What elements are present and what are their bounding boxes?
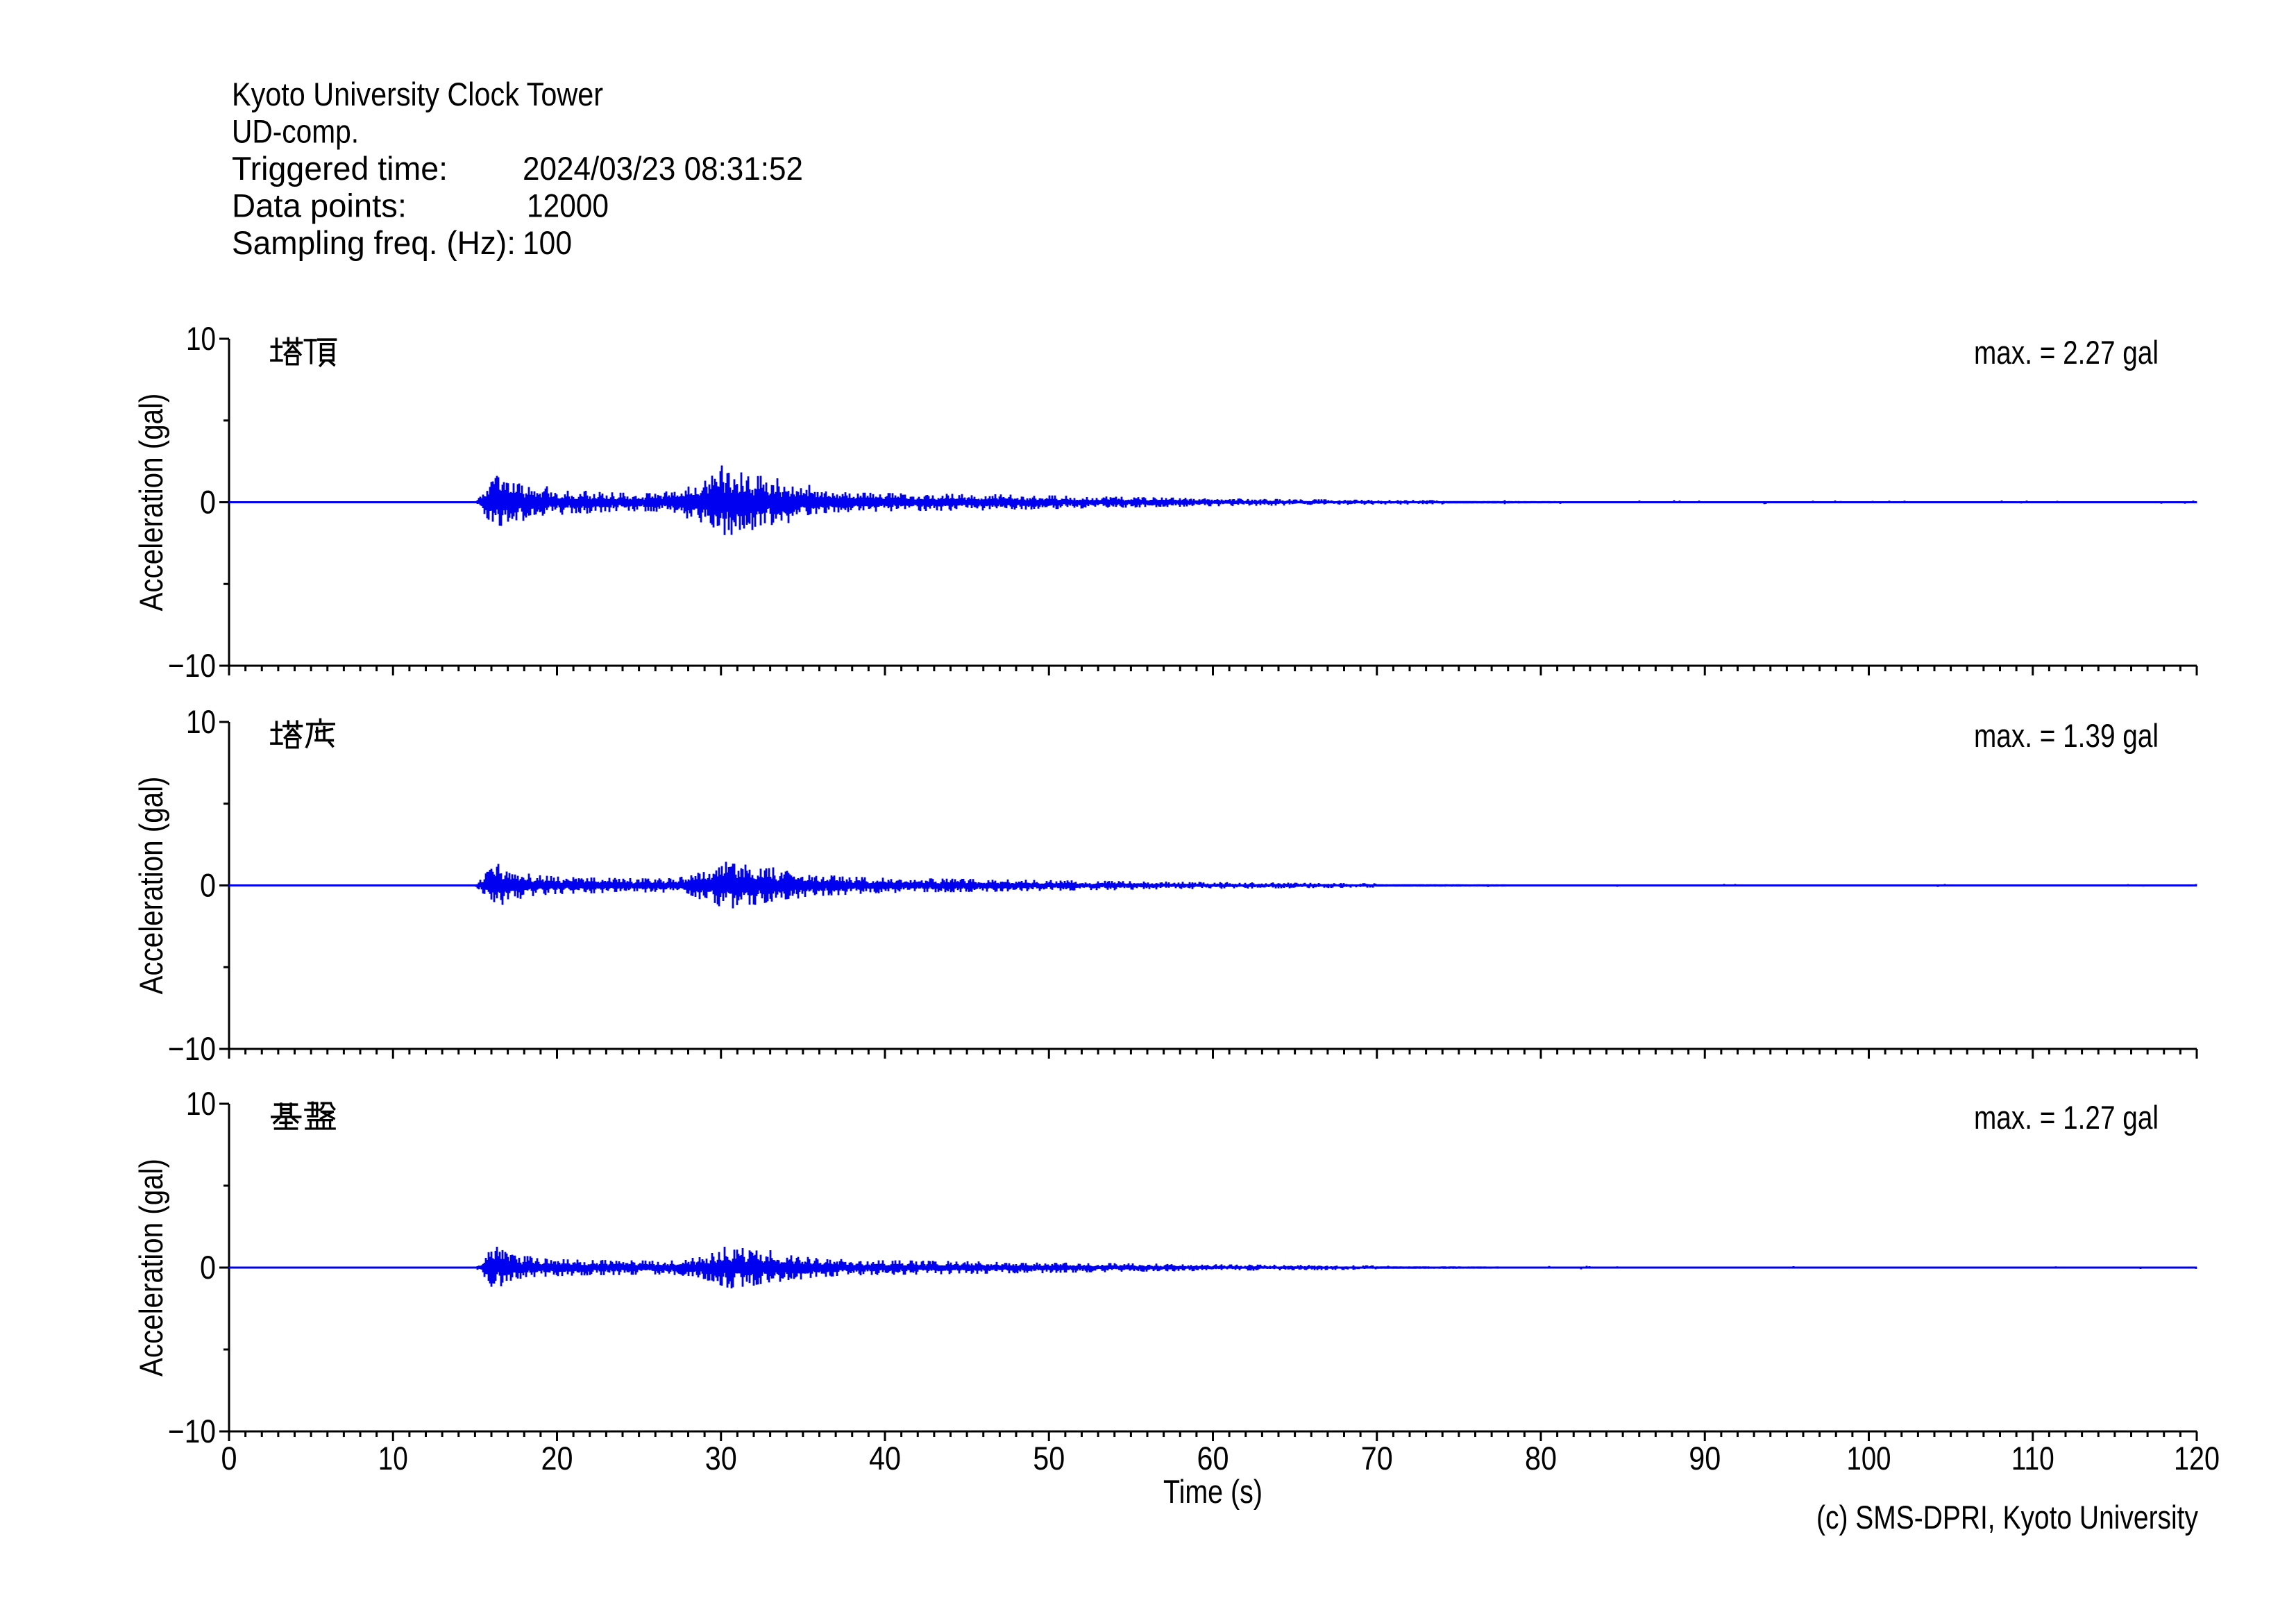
svg-text:−10: −10 xyxy=(168,647,216,684)
svg-text:Acceleration (gal): Acceleration (gal) xyxy=(133,1159,169,1377)
svg-text:(c) SMS-DPRI, Kyoto University: (c) SMS-DPRI, Kyoto University xyxy=(1816,1499,2198,1536)
svg-text:10: 10 xyxy=(186,1085,216,1122)
svg-text:max. = 1.39 gal: max. = 1.39 gal xyxy=(1974,717,2159,754)
svg-text:Triggered time:: Triggered time: xyxy=(232,150,448,187)
svg-text:60: 60 xyxy=(1197,1440,1229,1477)
svg-text:110: 110 xyxy=(2011,1440,2054,1477)
svg-text:70: 70 xyxy=(1361,1440,1393,1477)
svg-text:12000: 12000 xyxy=(527,187,609,224)
svg-text:0: 0 xyxy=(200,1249,216,1286)
svg-text:100: 100 xyxy=(523,224,572,261)
svg-text:120: 120 xyxy=(2174,1440,2220,1477)
svg-text:Sampling freq. (Hz):: Sampling freq. (Hz): xyxy=(232,224,516,261)
svg-text:Time (s): Time (s) xyxy=(1163,1473,1263,1510)
svg-text:0: 0 xyxy=(221,1440,237,1477)
svg-text:max. = 2.27 gal: max. = 2.27 gal xyxy=(1974,334,2159,371)
svg-text:100: 100 xyxy=(1847,1440,1891,1477)
svg-text:0: 0 xyxy=(200,867,216,904)
svg-text:10: 10 xyxy=(378,1440,408,1477)
svg-text:Kyoto University Clock Tower: Kyoto University Clock Tower xyxy=(232,76,603,112)
svg-text:UD-comp.: UD-comp. xyxy=(232,113,359,150)
svg-text:40: 40 xyxy=(869,1440,901,1477)
svg-text:10: 10 xyxy=(186,320,216,357)
svg-text:−10: −10 xyxy=(168,1030,216,1067)
svg-text:Data points:: Data points: xyxy=(232,187,407,224)
svg-text:Acceleration (gal): Acceleration (gal) xyxy=(133,394,169,612)
svg-text:0: 0 xyxy=(200,484,216,521)
svg-text:Acceleration (gal): Acceleration (gal) xyxy=(133,777,169,995)
svg-text:90: 90 xyxy=(1689,1440,1721,1477)
svg-text:30: 30 xyxy=(705,1440,737,1477)
svg-text:80: 80 xyxy=(1525,1440,1557,1477)
svg-text:20: 20 xyxy=(541,1440,573,1477)
svg-text:50: 50 xyxy=(1033,1440,1065,1477)
svg-text:max. = 1.27 gal: max. = 1.27 gal xyxy=(1974,1099,2159,1136)
svg-text:2024/03/23 08:31:52: 2024/03/23 08:31:52 xyxy=(523,150,803,187)
svg-text:10: 10 xyxy=(186,703,216,740)
svg-text:−10: −10 xyxy=(168,1413,216,1449)
